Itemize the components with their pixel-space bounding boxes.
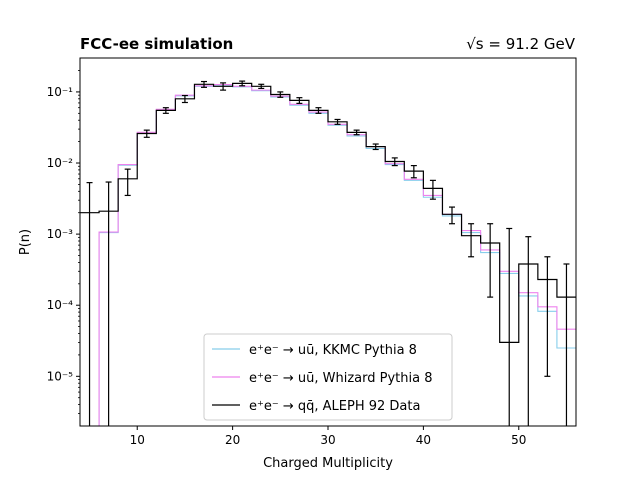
y-axis-label: P(n) bbox=[18, 229, 33, 255]
error-bar bbox=[506, 227, 513, 426]
error-bar bbox=[124, 168, 131, 197]
error-bar bbox=[239, 80, 246, 87]
error-bar bbox=[315, 107, 322, 114]
error-bar bbox=[86, 182, 93, 426]
y-tick-label: 10⁻¹ bbox=[47, 85, 74, 99]
x-tick-label: 20 bbox=[225, 433, 240, 447]
legend-label-aleph: e⁺e⁻ → qq̄, ALEPH 92 Data bbox=[249, 399, 420, 414]
error-bar bbox=[105, 181, 112, 426]
error-bar bbox=[296, 97, 303, 104]
x-axis: 10 20 30 40 50 bbox=[130, 426, 526, 447]
legend-box bbox=[203, 333, 453, 421]
error-bar bbox=[410, 164, 417, 179]
x-tick-label: 40 bbox=[416, 433, 431, 447]
x-axis-label: Charged Multiplicity bbox=[263, 456, 393, 471]
error-bar bbox=[563, 263, 570, 426]
error-bar bbox=[487, 223, 494, 298]
legend-label-kkmc: e⁺e⁻ → uū, KKMC Pythia 8 bbox=[249, 343, 417, 358]
y-tick-label: 10⁻² bbox=[47, 156, 74, 170]
x-tick-label: 30 bbox=[320, 433, 335, 447]
error-bar bbox=[353, 129, 360, 136]
x-tick-label: 10 bbox=[130, 433, 145, 447]
error-bar bbox=[391, 157, 398, 167]
series-line-aleph bbox=[80, 82, 576, 343]
y-tick-label: 10⁻³ bbox=[47, 227, 74, 241]
error-bar bbox=[143, 129, 150, 138]
error-bar bbox=[449, 206, 455, 225]
x-tick-label: 50 bbox=[511, 433, 526, 447]
error-bar bbox=[372, 143, 379, 151]
y-tick-label: 10⁻⁵ bbox=[47, 369, 74, 383]
error-bar bbox=[220, 82, 227, 91]
y-tick-label: 10⁻⁴ bbox=[47, 298, 74, 312]
error-bar bbox=[544, 256, 551, 377]
error-bar bbox=[258, 83, 265, 90]
chart-title-left: FCC-ee simulation bbox=[80, 35, 233, 53]
error-bar bbox=[429, 179, 436, 200]
error-bar bbox=[162, 107, 169, 114]
error-bar bbox=[201, 80, 207, 88]
error-bar bbox=[277, 91, 284, 98]
y-axis: 10⁻⁵ 10⁻⁴ 10⁻³ 10⁻² 10⁻¹ bbox=[47, 70, 80, 414]
legend: e⁺e⁻ → uū, KKMC Pythia 8 e⁺e⁻ → uū, Whiz… bbox=[203, 333, 453, 421]
error-bar bbox=[181, 94, 188, 104]
error-bar bbox=[334, 118, 341, 125]
chart-title-right: √s = 91.2 GeV bbox=[466, 35, 575, 53]
legend-label-whizard: e⁺e⁻ → uū, Whizard Pythia 8 bbox=[249, 371, 432, 386]
error-bar bbox=[525, 236, 532, 426]
error-bar bbox=[468, 223, 475, 258]
